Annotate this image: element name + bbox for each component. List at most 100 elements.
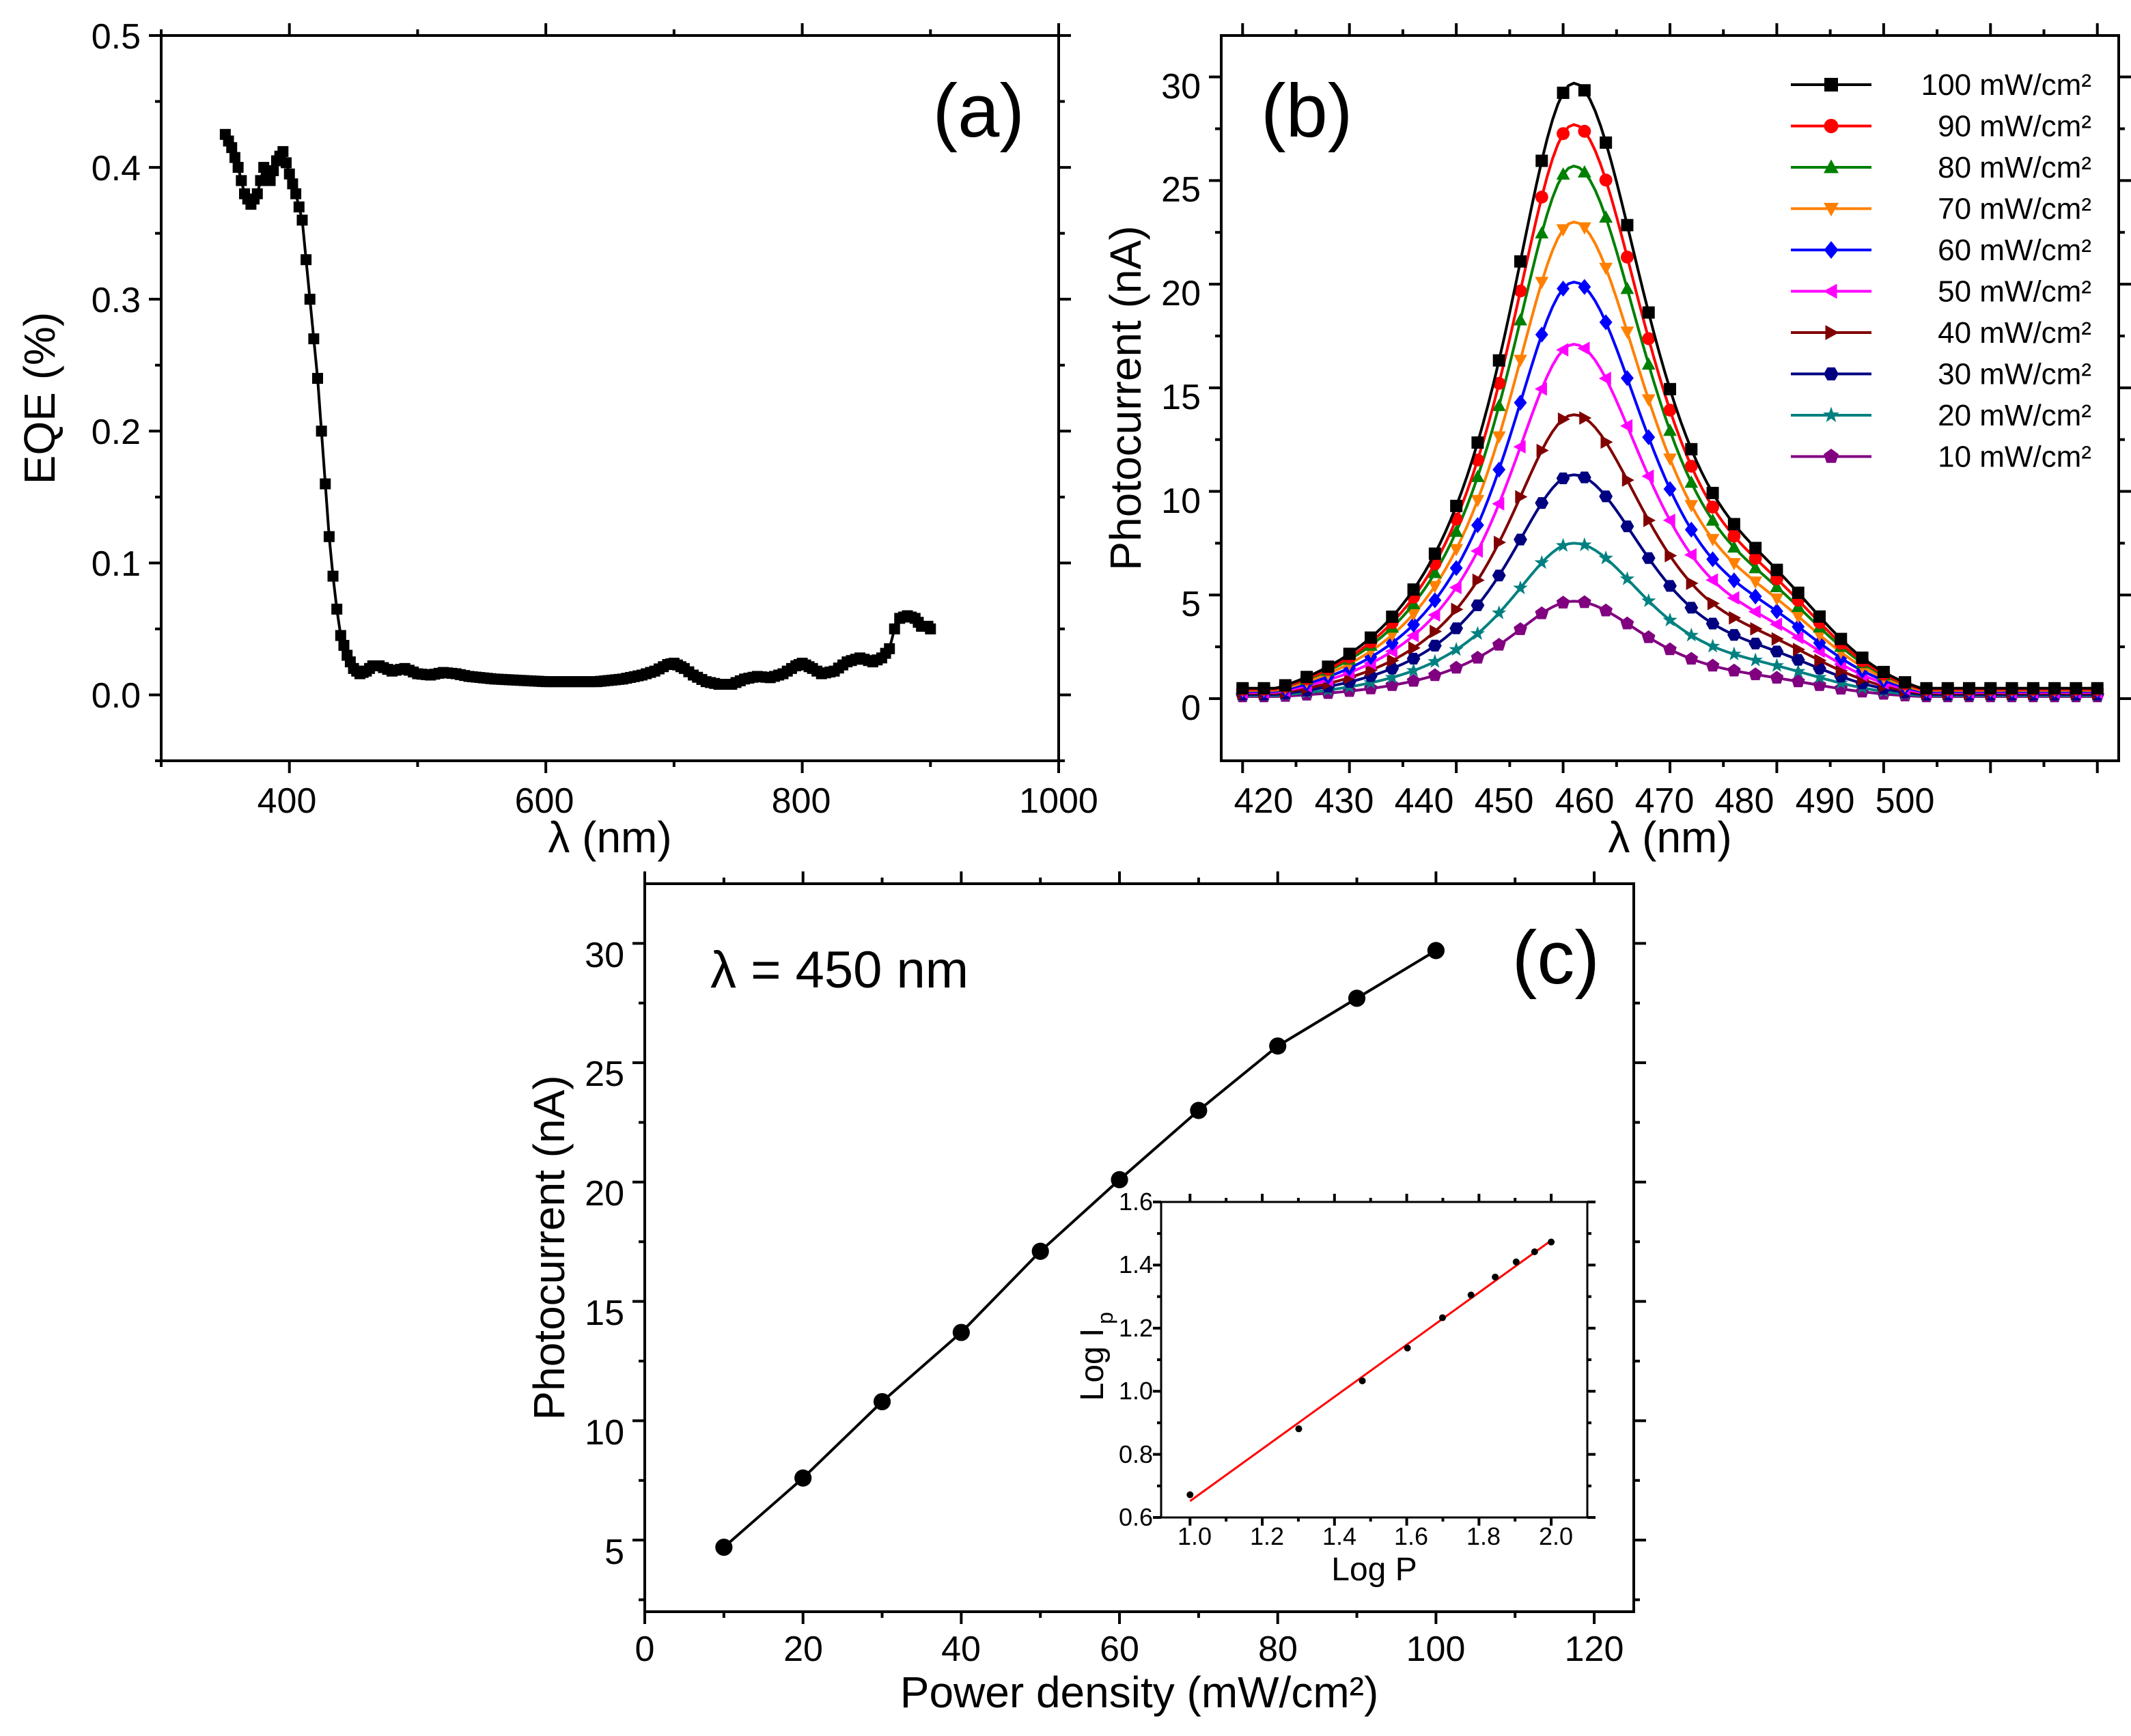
panel-b-series-point	[1749, 576, 1763, 589]
panel-b-series-point	[1599, 173, 1613, 187]
panel-c-ticks	[632, 871, 1646, 1624]
panel-b-series-point	[1620, 419, 1633, 433]
panel-b-series-point	[1770, 563, 1783, 576]
panel-b-series-point	[1663, 423, 1677, 436]
panel-a-y-axis-title: EQE (%)	[15, 312, 64, 484]
panel-a-eqe-point	[320, 478, 331, 490]
panel-b-series-point	[1428, 668, 1442, 682]
panel-b-series-point	[1727, 591, 1740, 605]
panel-b-photocurrent-spectra-chart: 420 430 440 450 460 470 480 490 500 0 5 …	[1101, 23, 2131, 862]
panel-a-eqe-point	[327, 570, 339, 582]
panel-b-series-point	[1428, 592, 1442, 608]
panel-b-series-point	[1792, 586, 1805, 599]
panel-b-series-point	[1620, 616, 1634, 630]
panel-b-series-point	[1577, 222, 1591, 235]
panel-b-series-point	[1727, 663, 1741, 677]
panel-c-label: (c)	[1512, 916, 1600, 1000]
panel-b-series-point	[1387, 654, 1399, 668]
panel-a-eqe-point	[287, 178, 298, 190]
panel-b-series-point	[1406, 652, 1421, 665]
panel-b-series-point	[1556, 596, 1570, 608]
panel-b-series-point	[1770, 671, 1784, 684]
panel-c-plot-frame	[643, 882, 1635, 1613]
inset-y-axis-title-subscript: p	[1093, 1312, 1117, 1324]
panel-a-eqe-point	[277, 145, 289, 157]
legend-entry-label: 100 mW/cm²	[1921, 68, 2091, 102]
panel-b-series-point	[1642, 429, 1656, 445]
panel-b-series-point	[1535, 496, 1549, 509]
panel-a-y-tick-label: 0.2	[92, 412, 141, 452]
panel-b-y-tick-label: 25	[1161, 170, 1201, 210]
panel-b-series-point	[1535, 154, 1548, 167]
panel-b-series-point	[1706, 486, 1719, 499]
panel-a-y-tick-label: 0.3	[92, 281, 141, 320]
panel-b-series-point	[1257, 682, 1270, 695]
panel-b-series-point	[1408, 641, 1421, 655]
panel-a-eqe-point	[293, 201, 305, 213]
panel-b-series-point	[1556, 167, 1570, 180]
panel-c-photocurrent-point	[1269, 1037, 1287, 1055]
panel-b-series-point	[1814, 654, 1827, 667]
panel-a-x-tick-label: 1000	[1019, 781, 1098, 821]
panel-b-series-point	[1642, 306, 1655, 319]
panel-b-series-point	[1407, 583, 1420, 596]
inset-data-point	[1359, 1377, 1366, 1384]
panel-b-series-point	[1598, 550, 1613, 565]
inset-x-tick-label: 1.0	[1178, 1522, 1212, 1550]
panel-b-series-point	[1427, 580, 1442, 593]
panel-c-photocurrent-point	[1190, 1102, 1208, 1119]
panel-b-series-point	[1492, 461, 1506, 478]
panel-b-series-point	[1363, 675, 1378, 689]
panel-a-eqe-point	[301, 254, 312, 266]
panel-b-y-tick-label: 15	[1161, 378, 1201, 417]
panel-a-x-axis-title: λ (nm)	[548, 813, 671, 862]
panel-c-x-tick-label: 20	[783, 1629, 823, 1669]
panel-b-series-point	[1470, 626, 1486, 640]
panel-b-series-point	[1727, 646, 1742, 661]
panel-b-series-point	[1770, 645, 1784, 658]
panel-a-eqe-point	[290, 188, 302, 199]
panel-b-series-point	[1449, 641, 1464, 656]
legend-swatch-marker	[1824, 241, 1839, 259]
panel-b-series-point	[1770, 617, 1783, 632]
panel-b-series-point	[1705, 658, 1720, 672]
panel-a-eqe-point	[281, 157, 292, 169]
panel-b-series-point	[1663, 580, 1677, 592]
legend-entry-label: 10 mW/cm²	[1938, 440, 2091, 474]
panel-c-photocurrent-point	[1348, 990, 1366, 1007]
panel-b-series-point	[1535, 191, 1548, 204]
panel-b-series-point	[1663, 453, 1677, 466]
panel-c-x-tick-label: 80	[1258, 1629, 1298, 1669]
panel-b-y-axis-title: Photocurrent (nA)	[1101, 225, 1150, 570]
panel-b-series-point	[1534, 555, 1549, 570]
inset-data-point	[1512, 1258, 1520, 1265]
inset-y-axis-title: Log I	[1074, 1328, 1111, 1401]
panel-b-series-point	[1727, 518, 1740, 531]
panel-b-series-point	[1641, 469, 1654, 484]
panel-b-series-point	[1705, 617, 1720, 630]
inset-data-point	[1492, 1273, 1499, 1280]
panel-c-x-axis-title: Power density (mW/cm²)	[900, 1668, 1379, 1717]
panel-b-series-point	[1684, 628, 1699, 642]
panel-b-series-point	[1555, 537, 1571, 552]
legend-swatch-marker	[1824, 449, 1839, 463]
panel-b-series-point	[1620, 520, 1634, 533]
panel-b-series-point	[1492, 376, 1506, 390]
panel-b-series-point	[1749, 667, 1762, 680]
panel-a-x-tick-label: 600	[515, 781, 574, 821]
panel-b-series-point	[1471, 436, 1484, 449]
panel-b-series-point	[1492, 398, 1506, 411]
panel-b-series-point	[1684, 548, 1697, 562]
panel-b-series-point	[1705, 533, 1720, 546]
legend-entry-label: 20 mW/cm²	[1938, 399, 2091, 432]
panel-b-x-tick-label: 480	[1715, 781, 1774, 821]
panel-b-series-point	[1427, 654, 1443, 668]
panel-a-eqe-point	[308, 333, 320, 345]
panel-a-eqe-point	[925, 623, 936, 634]
panel-b-series-point	[1365, 631, 1377, 644]
legend-swatch-marker	[1823, 283, 1837, 299]
panel-c-inset-loglog-chart: 1.0 1.2 1.4 1.6 1.8 2.0 0.6 0.8 1.0 1.2 …	[1074, 1188, 1596, 1588]
panel-a-y-tick-label: 0.1	[92, 544, 141, 584]
